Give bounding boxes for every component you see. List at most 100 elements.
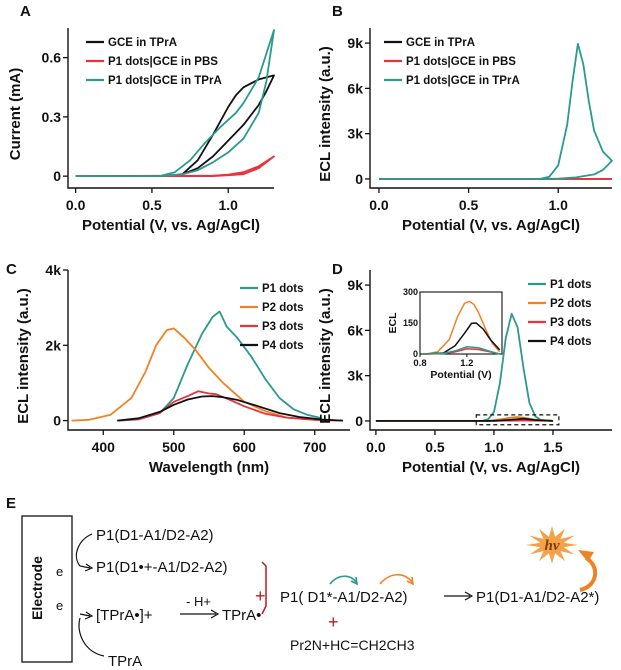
byproduct-species: Pr2N+HC=CH2CH3 — [290, 637, 415, 653]
x-tick-label: 0.0 — [366, 439, 386, 455]
tpra-radical: TPrA• — [222, 607, 261, 624]
series-line-p1-dots — [375, 312, 554, 422]
x-tick-label: 500 — [162, 439, 186, 455]
chart-panel-c: C 400 500 600 700 0 2k 4k Wavelength (nm) ECL int… — [6, 261, 350, 476]
light-emission-burst — [526, 526, 578, 564]
mechanism-scheme: E Electrode e e P1(D1-A1/D2-A2) P1(D1•+-… — [6, 495, 599, 670]
chart-panel-a: A 0.0 0.5 1.0 0 0.3 0.6 Potential (V, vs. Ag/Ag… — [7, 3, 275, 234]
panel-label-e: E — [6, 495, 16, 512]
electron-bottom-label: e — [56, 598, 63, 613]
chart-panels: A 0.0 0.5 1.0 0 0.3 0.6 Potential (V, vs. Ag/Ag… — [6, 3, 613, 476]
chart-panel-d: D 0.0 0.5 1.0 1.5 0 3k 6k 9k Potential (V, vs. Ag… — [317, 261, 612, 476]
inset-y-tick-label: 0 — [413, 349, 418, 359]
orange-transfer-arrow — [379, 573, 413, 585]
series-line-gce-in-tpra — [75, 74, 275, 177]
series-group — [375, 312, 554, 422]
inset-x-tick-label: 0.8 — [413, 358, 426, 369]
inset-y-axis-label: ECL — [387, 312, 399, 334]
excited-state-product: P1(D1-A1/D2-A2*) — [476, 589, 599, 606]
series-line-p1-dots — [117, 310, 323, 422]
x-tick-label: 1.0 — [484, 439, 504, 455]
y-axis-label: Current (mA) — [7, 68, 24, 161]
y-tick-label: 0 — [355, 171, 363, 187]
electron-top-label: e — [56, 564, 63, 579]
axis-frame — [369, 28, 612, 189]
legend-label: P1 dots — [262, 283, 304, 295]
panel-label-c: C — [6, 261, 17, 278]
x-tick-label: 700 — [303, 439, 327, 455]
legend-label: P1 dots — [550, 279, 592, 291]
reaction-bracket — [261, 561, 267, 615]
electrode-label: Electrode — [29, 556, 45, 620]
tpra-radical-cation: [TPrA•]+ — [96, 607, 153, 624]
deprotonation-label: - H+ — [186, 594, 211, 609]
legend-label: P2 dots — [262, 302, 304, 314]
p1-radical-cation: P1(D1•+-A1/D2-A2) — [96, 559, 228, 576]
series-group — [71, 310, 343, 422]
y-tick-label: 3k — [347, 368, 363, 384]
legend-label: P1 dots|GCE in TPrA — [406, 75, 520, 87]
x-tick-label: 1.0 — [218, 197, 238, 213]
y-tick-label: 9k — [347, 277, 363, 293]
x-axis-label: Potential (V, vs. Ag/AgCl) — [402, 217, 580, 234]
teal-transfer-arrowhead — [350, 576, 359, 586]
oxidation-arrow-curve — [75, 533, 93, 569]
inset-series-line — [425, 346, 500, 355]
byproduct-plus: + — [328, 612, 339, 632]
axis-frame — [67, 270, 350, 431]
legend-label: P1 dots|GCE in TPrA — [108, 75, 222, 87]
emission-curve-arrowhead — [578, 550, 594, 562]
tpra-oxidation-arrow — [79, 613, 91, 617]
x-tick-label: 600 — [233, 439, 257, 455]
inset-y-tick-label: 150 — [403, 318, 418, 328]
series-line-p4-dots — [117, 395, 343, 422]
inset-series-line — [425, 300, 501, 355]
y-axis-label: ECL intensity (a.u.) — [317, 46, 334, 182]
x-tick-label: 0.0 — [66, 197, 86, 213]
series-group — [379, 42, 613, 180]
y-tick-label: 4k — [45, 262, 61, 278]
axis-frame — [67, 28, 274, 189]
series-line-p1-dots-gce-in-pbs — [75, 155, 275, 177]
panel-label-a: A — [20, 3, 31, 20]
inset-frame — [419, 291, 503, 355]
panel-label-d: D — [332, 261, 343, 278]
legend-label: P2 dots — [550, 298, 592, 310]
series-line-p1-dots-gce-in-tpra — [75, 29, 275, 177]
x-tick-label: 1.0 — [548, 197, 568, 213]
inset-y-tick-label: 300 — [403, 287, 418, 297]
x-tick-label: 0.5 — [459, 197, 479, 213]
inset-x-tick-label: 1.2 — [460, 358, 473, 369]
electrode-box — [21, 515, 73, 663]
legend-label: P4 dots — [550, 336, 592, 348]
hv-label: hν — [545, 538, 560, 554]
excited-intermediate: P1( D1*-A1/D2-A2) — [280, 589, 408, 606]
x-tick-label: 0.0 — [369, 197, 389, 213]
x-tick-label: 0.5 — [425, 439, 445, 455]
inset-series-line — [425, 322, 501, 355]
zoom-region-box — [475, 414, 560, 426]
y-tick-label: 0 — [53, 168, 61, 184]
axis-frame — [369, 270, 612, 431]
x-axis-label: Wavelength (nm) — [149, 459, 269, 476]
tpra-source-curve — [78, 617, 105, 657]
inset-chart: 0.8 1.2 0 150 300 Potential (V) ECL — [387, 287, 503, 381]
emission-arrowhead — [464, 591, 474, 601]
y-tick-label: 9k — [347, 35, 363, 51]
deprotonation-arrowhead — [210, 609, 220, 619]
legend-label: P1 dots|GCE in PBS — [108, 56, 218, 68]
y-axis-label: ECL intensity (a.u.) — [15, 288, 32, 424]
y-tick-label: 6k — [347, 322, 363, 338]
p1-ground-state: P1(D1-A1/D2-A2) — [96, 527, 214, 544]
y-tick-label: 0.6 — [42, 50, 62, 66]
y-tick-label: 3k — [347, 126, 363, 142]
orange-transfer-arrowhead — [406, 576, 415, 586]
y-tick-label: 0.3 — [42, 109, 62, 125]
oxidation-arrowhead — [84, 563, 94, 572]
combine-plus: + — [255, 586, 266, 606]
emission-curve-arrow — [579, 556, 597, 592]
chart-panel-b: B 0.0 0.5 1.0 0 3k 6k 9k Potential (V, vs. Ag/Ag… — [317, 3, 613, 234]
x-axis-label: Potential (V, vs. Ag/AgCl) — [402, 459, 580, 476]
legend-label: P4 dots — [262, 340, 304, 352]
